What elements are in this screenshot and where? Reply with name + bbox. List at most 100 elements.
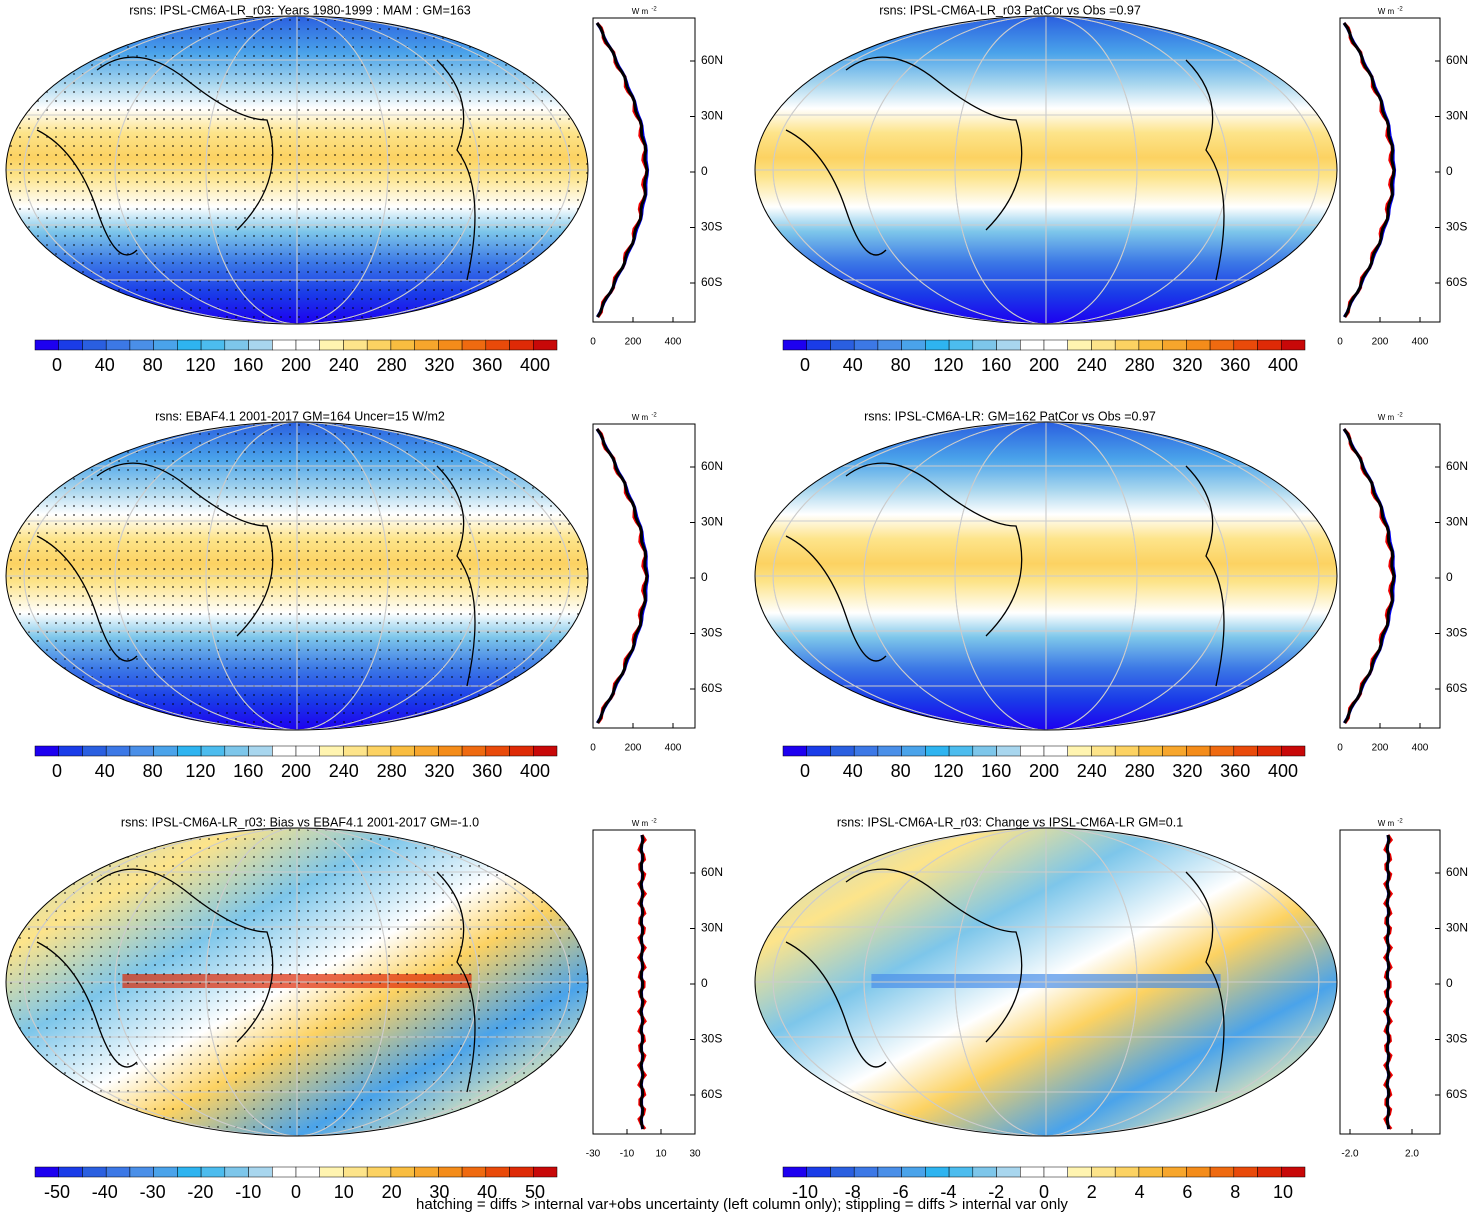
x-tick-label: 200 [625, 337, 642, 348]
colorbar-swatch [1114, 339, 1140, 351]
colorbar-swatch [295, 745, 320, 757]
colorbar-label: -20 [187, 1182, 213, 1202]
colorbar-swatch [1257, 339, 1282, 351]
colorbar-swatch [1138, 1166, 1163, 1178]
colorbar-label: 360 [1220, 761, 1250, 781]
colorbar-swatch [782, 745, 807, 757]
colorbar-swatch [58, 1166, 83, 1178]
colorbar-swatch [1043, 1166, 1068, 1178]
colorbar-swatch [972, 1166, 997, 1178]
lat-label: 60N [701, 865, 723, 879]
colorbar-swatch [996, 1166, 1021, 1178]
colorbar-swatch [485, 745, 510, 757]
colorbar-swatch [200, 1166, 226, 1178]
colorbar-swatch [34, 745, 59, 757]
colorbar-label: -10 [235, 1182, 261, 1202]
x-tick-label: 200 [1372, 743, 1389, 754]
colorbar-swatch [901, 745, 926, 757]
colorbar-swatch [806, 745, 831, 757]
lat-label: 0 [701, 570, 708, 584]
colorbar-swatch [533, 339, 558, 351]
colorbar-swatch [1114, 745, 1140, 757]
colorbar-swatch [830, 339, 855, 351]
colorbar-label: -30 [140, 1182, 166, 1202]
colorbar-label: 160 [981, 355, 1011, 375]
colorbar-swatch [1067, 1166, 1092, 1178]
lat-label: 30S [701, 626, 722, 640]
colorbar-swatch [1233, 1166, 1258, 1178]
colorbar-swatch [782, 1166, 807, 1178]
colorbar-swatch [1162, 1166, 1187, 1178]
lat-label: 30N [701, 109, 723, 123]
map-outline [754, 15, 1338, 325]
lat-label: 30S [1446, 1032, 1467, 1046]
panel: rsns: IPSL-CM6A-LR: GM=162 PatCor vs Obs… [754, 409, 1468, 781]
coastline [36, 868, 476, 1093]
colorbar-swatch [1043, 745, 1068, 757]
x-tick-label: -30 [586, 1149, 601, 1160]
colorbar-swatch [972, 745, 997, 757]
colorbar-swatch [438, 339, 463, 351]
lat-label: 60N [701, 53, 723, 67]
colorbar-swatch [925, 1166, 950, 1178]
lat-label: 30N [701, 515, 723, 529]
colorbar-label: 120 [933, 761, 963, 781]
zonal-curve [1385, 834, 1391, 1130]
zonal-curve [1342, 21, 1396, 318]
unit-exponent: -2 [1397, 819, 1403, 825]
colorbar-label: -40 [92, 1182, 118, 1202]
map-outline [5, 827, 589, 1137]
lat-label: 30N [1446, 109, 1468, 123]
colorbar-swatch [1020, 1166, 1045, 1178]
map-meridian [205, 422, 389, 730]
colorbar-label: 40 [843, 355, 863, 375]
colorbar-swatch [1162, 745, 1187, 757]
colorbar-swatch [105, 745, 131, 757]
lat-label: 60N [1446, 53, 1468, 67]
map-outline [5, 15, 589, 325]
map [755, 16, 1337, 324]
x-tick-label: 10 [655, 1149, 667, 1160]
lat-label: 60N [1446, 459, 1468, 473]
colorbar-swatch [1281, 1166, 1306, 1178]
colorbar-label: 320 [424, 761, 454, 781]
colorbar-label: 20 [382, 1182, 402, 1202]
zonal-curve [639, 834, 645, 1130]
map-meridian [114, 422, 480, 730]
colorbar-label: 400 [1268, 761, 1298, 781]
colorbar-label: 120 [185, 355, 215, 375]
map-meridian [954, 828, 1138, 1136]
zonal-curve [1342, 427, 1396, 724]
colorbar-label: 200 [281, 355, 311, 375]
colorbar-label: -4 [940, 1182, 956, 1202]
zonal-curve [595, 21, 649, 318]
unit-label: W m [1378, 413, 1395, 422]
colorbar-label: 320 [424, 355, 454, 375]
panel-title: rsns: IPSL-CM6A-LR_r03: Years 1980-1999 … [129, 3, 471, 17]
colorbar-swatch [200, 339, 226, 351]
map-meridian [772, 828, 1320, 1136]
map-meridian [23, 828, 571, 1136]
colorbar-swatch [295, 1166, 320, 1178]
colorbar-swatch [1020, 745, 1045, 757]
colorbar-swatch [177, 745, 202, 757]
colorbar-swatch [319, 339, 344, 351]
x-tick-label: -2.0 [1341, 1149, 1359, 1160]
map [6, 828, 588, 1136]
colorbar-swatch [129, 745, 154, 757]
panel: rsns: EBAF4.1 2001-2017 GM=164 Uncer=15 … [5, 409, 723, 781]
colorbar-swatch [1067, 745, 1092, 757]
zonal-curve [595, 428, 650, 724]
colorbar-label: 360 [472, 355, 502, 375]
colorbar-swatch [1186, 339, 1211, 351]
colorbar-swatch [1162, 339, 1187, 351]
colorbar-swatch [1186, 1166, 1211, 1178]
colorbar-swatch [461, 1166, 487, 1178]
zonal-curve [595, 22, 649, 318]
x-tick-label: 0 [590, 337, 596, 348]
colorbar-swatch [1138, 745, 1163, 757]
colorbar-swatch [877, 339, 902, 351]
lat-label: 30S [701, 220, 722, 234]
map-meridian [23, 16, 571, 324]
